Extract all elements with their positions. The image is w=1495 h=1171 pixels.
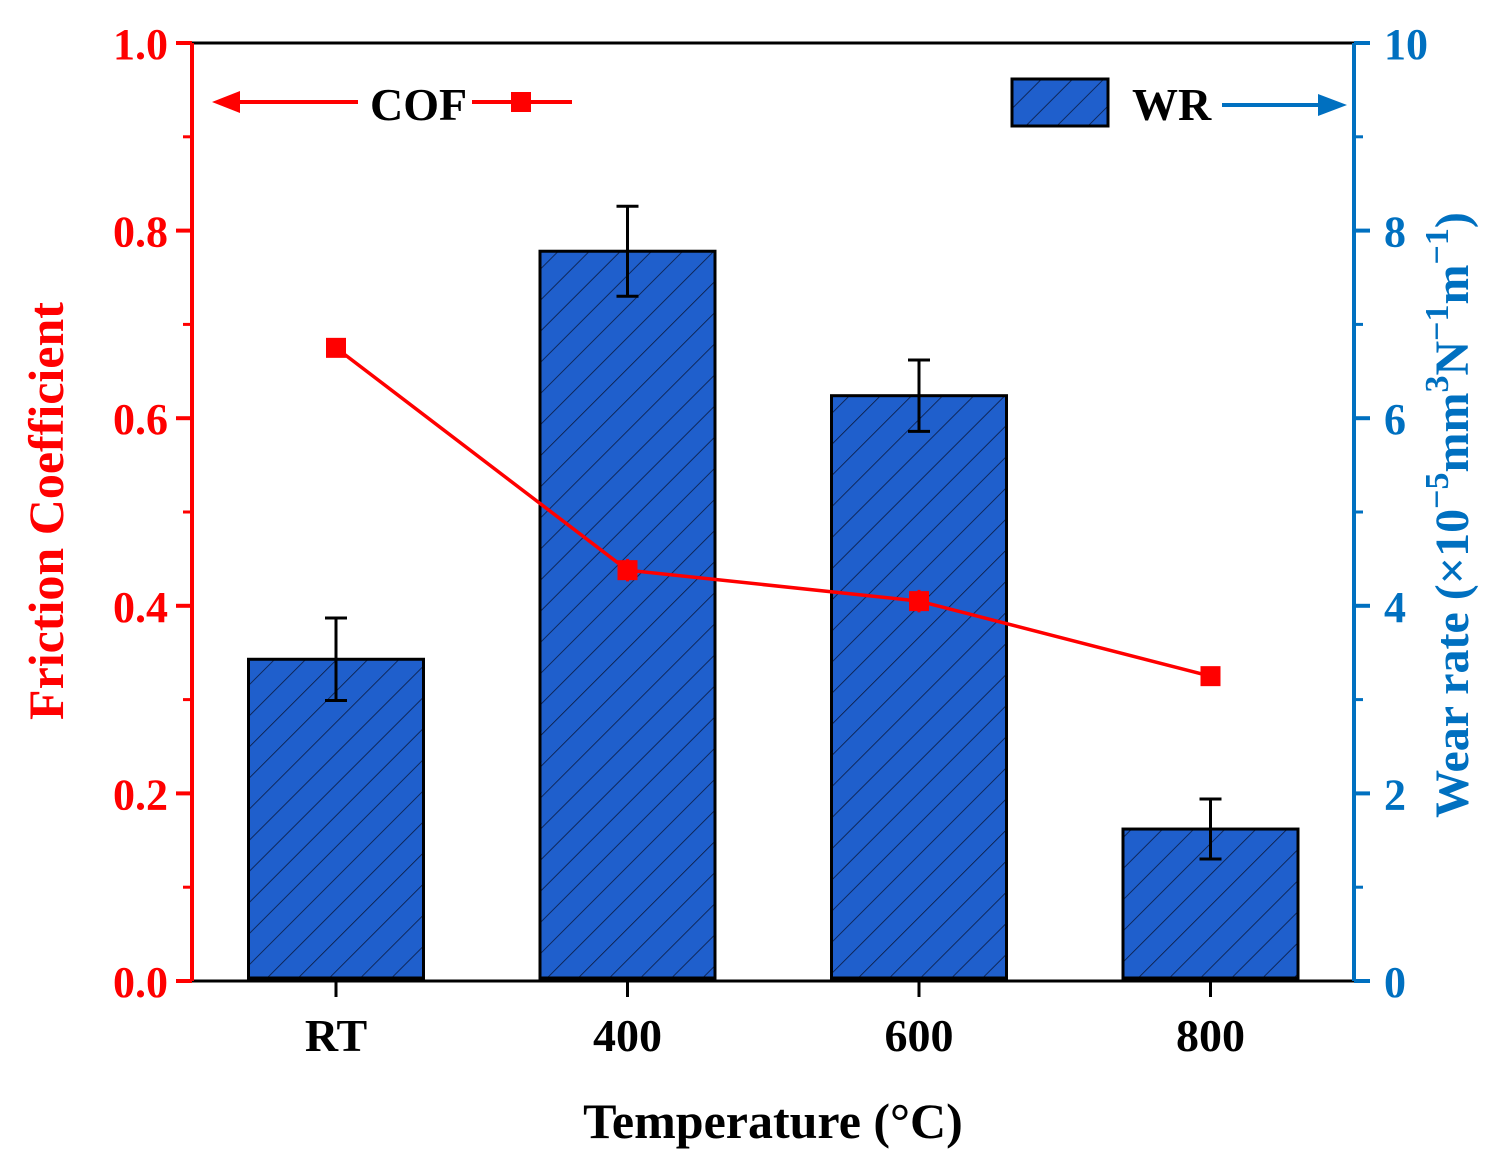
right-tick-label-0: 0 <box>1384 958 1406 1007</box>
x-tick-label-400: 400 <box>593 1010 662 1061</box>
x-tick-label-600: 600 <box>885 1010 954 1061</box>
left-tick-label-0.4: 0.4 <box>113 583 168 632</box>
legend-wr-arrow-head <box>1318 94 1347 116</box>
right-tick-label-6: 6 <box>1384 395 1406 444</box>
cof-point-RT <box>326 337 346 358</box>
left-tick-label-1.0: 1.0 <box>113 20 168 69</box>
right-tick-label-4: 4 <box>1384 583 1406 632</box>
legend-wr: WR <box>1010 77 1347 130</box>
cof-series-line <box>334 346 1211 678</box>
x-axis-title: Temperature (°C) <box>583 1093 963 1149</box>
left-tick-label-0.2: 0.2 <box>113 770 168 819</box>
x-tick-label-800: 800 <box>1176 1010 1245 1061</box>
right-axis-title-prefix: Wear rate (×10 <box>1426 509 1479 818</box>
legend-cof: COF <box>212 79 572 130</box>
right-axis-title-mid3: m <box>1426 264 1479 304</box>
legend-cof-arrow-head <box>212 91 240 113</box>
cof-point-400 <box>617 560 638 581</box>
right-tick-label-8: 8 <box>1384 208 1406 257</box>
legend-cof-marker <box>511 92 531 112</box>
left-tick-label-0.8: 0.8 <box>113 208 168 257</box>
legend-wr-swatch <box>1010 77 1110 128</box>
legend-wr-label: WR <box>1132 79 1212 130</box>
cof-point-800 <box>1200 666 1221 687</box>
legend-cof-label: COF <box>370 79 467 130</box>
wr-bar-400 <box>538 249 717 980</box>
cof-point-600 <box>909 591 929 612</box>
right-axis-title-exp2: 3 <box>1419 376 1456 393</box>
right-tick-label-2: 2 <box>1384 770 1406 819</box>
wr-bar-RT <box>247 657 425 980</box>
left-tick-label-0.6: 0.6 <box>113 395 168 444</box>
left-axis-title: Friction Coefficient <box>18 302 74 720</box>
right-axis-title-mid1: mm <box>1426 392 1479 472</box>
left-tick-label-0.0: 0.0 <box>113 958 168 1007</box>
right-axis-title-exp4: −1 <box>1419 228 1456 264</box>
right-axis-title-suffix: ) <box>1426 212 1479 228</box>
right-tick-label-10: 10 <box>1384 20 1428 69</box>
wr-bar-600 <box>830 394 1008 980</box>
right-axis-title-exp1: −5 <box>1419 472 1456 508</box>
x-tick-label-RT: RT <box>305 1010 367 1061</box>
right-axis-title-exp3: −1 <box>1419 304 1456 340</box>
right-axis-title-mid2: N <box>1426 341 1479 376</box>
right-axis-title: Wear rate (×10−5mm3N−1m−1) <box>1419 212 1479 818</box>
